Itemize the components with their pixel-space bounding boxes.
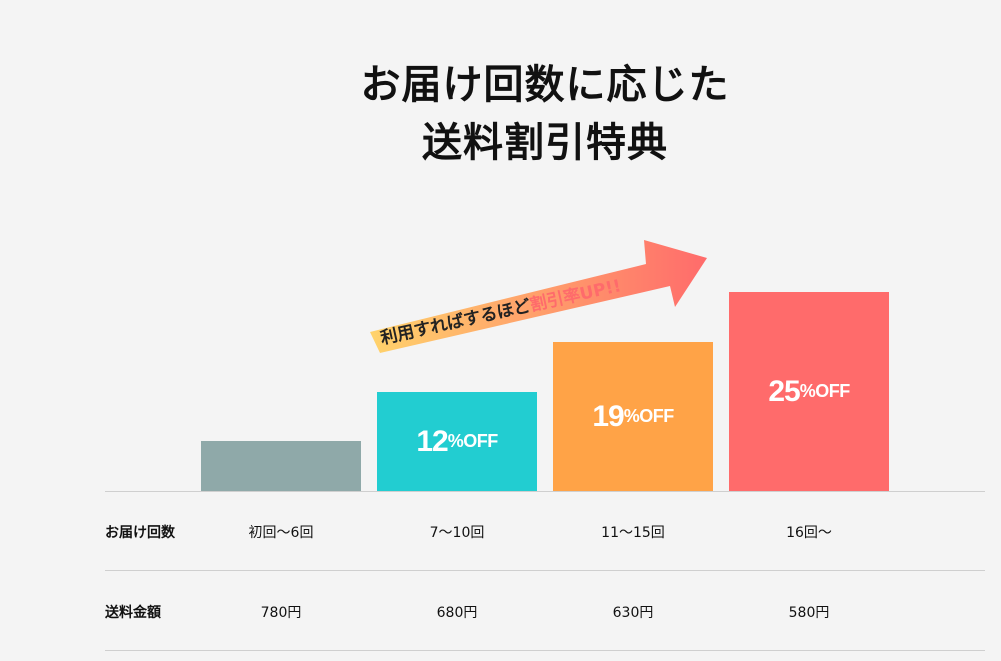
bar-tier-3: 19 %OFF [553, 342, 713, 491]
cell-shipping-fee-4: 580円 [788, 605, 830, 621]
bar-tier-1 [201, 441, 361, 491]
cell-delivery-count-2: 7〜10回 [429, 525, 485, 541]
cell-shipping-fee-2: 680円 [436, 605, 478, 621]
bar-tier-3-unit: %OFF [623, 406, 675, 426]
bar-tier-4-value: 25 [768, 374, 800, 408]
title-line-2: 送料割引特典 [422, 120, 668, 166]
arrow-text-prefix: 利用すればするほど割引率UP!! [379, 275, 624, 349]
row-label-shipping-fee: 送料金額 [105, 605, 161, 621]
table-divider [105, 570, 985, 571]
bar-tier-2: 12 %OFF [377, 392, 537, 491]
cell-shipping-fee-3: 630円 [612, 605, 654, 621]
bar-tier-4: 25 %OFF [729, 292, 889, 491]
row-label-delivery-count: お届け回数 [105, 525, 175, 541]
cell-shipping-fee-1: 780円 [260, 605, 302, 621]
cell-delivery-count-4: 16回〜 [786, 525, 832, 541]
growth-arrow-icon [370, 240, 707, 353]
bar-tier-2-value: 12 [416, 424, 448, 458]
cell-delivery-count-1: 初回〜6回 [248, 525, 314, 541]
title-line-1: お届け回数に応じた [360, 62, 730, 108]
bar-tier-4-unit: %OFF [799, 381, 851, 401]
bar-tier-3-value: 19 [592, 399, 624, 433]
cell-delivery-count-3: 11〜15回 [601, 525, 665, 541]
bar-tier-2-unit: %OFF [447, 431, 499, 451]
chart-baseline [105, 491, 985, 492]
page-title: お届け回数に応じた 送料割引特典 [0, 56, 1001, 172]
table-bottom-line [105, 650, 985, 651]
